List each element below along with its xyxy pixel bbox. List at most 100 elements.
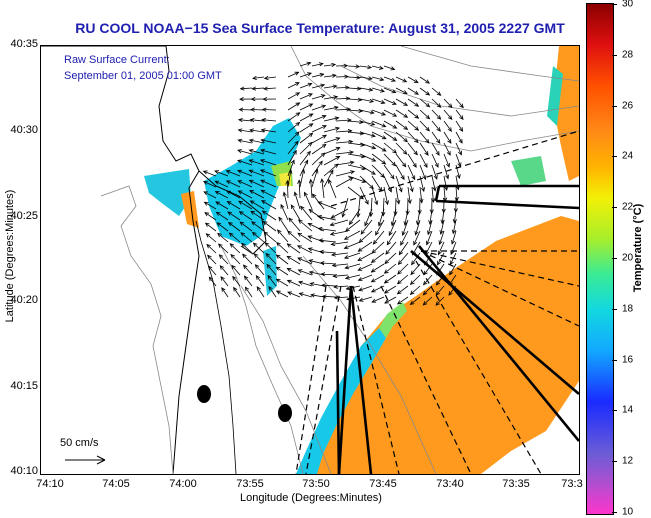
current-vector-head: [403, 221, 408, 227]
current-vector-head: [249, 190, 254, 195]
current-vector-head: [207, 254, 212, 260]
current-vector-head: [348, 177, 354, 182]
current-vector: [364, 208, 373, 226]
current-vector: [344, 241, 361, 249]
current-vector-head: [345, 286, 351, 291]
colorbar-tick: 20: [622, 252, 634, 264]
current-vector-head: [307, 223, 313, 227]
current-vector-head: [261, 117, 267, 123]
current-vector-head: [252, 242, 258, 247]
current-vector-head: [217, 243, 223, 249]
current-vector: [335, 119, 352, 122]
current-vector: [250, 210, 265, 221]
current-vector: [435, 296, 445, 306]
current-vector-head: [266, 263, 271, 269]
current-vector: [407, 131, 419, 143]
current-vector: [335, 97, 350, 100]
current-vector-head: [231, 264, 236, 270]
current-vector-head: [369, 98, 375, 103]
current-vector-head: [320, 272, 326, 277]
current-vector: [439, 230, 445, 245]
current-vector-head: [409, 280, 415, 286]
current-vector-head: [407, 199, 412, 205]
y-tick: 40:25: [10, 210, 38, 222]
current-vector-head: [346, 107, 352, 112]
current-vector: [431, 131, 441, 144]
current-vector-head: [444, 186, 449, 192]
current-vector-head: [330, 241, 336, 247]
current-vector-head: [260, 200, 266, 205]
current-vector-head: [356, 86, 362, 91]
current-vector-head: [350, 170, 356, 175]
current-vector-head: [328, 178, 332, 184]
current-vector-head: [432, 186, 437, 192]
current-vector: [298, 219, 313, 232]
current-vector: [454, 208, 457, 223]
current-vector: [346, 296, 361, 300]
current-vector: [319, 251, 337, 254]
temperature-colorbar: [586, 3, 614, 515]
current-vector-head: [237, 138, 243, 143]
current-vector-head: [390, 66, 396, 71]
current-vector-head: [356, 212, 361, 218]
x-axis-label: Longitude (Degrees:Minutes): [240, 492, 382, 504]
current-vector: [323, 163, 339, 177]
current-vector-head: [391, 77, 396, 82]
current-vector: [455, 153, 461, 167]
current-vector-head: [298, 280, 303, 285]
current-vector: [383, 164, 395, 179]
current-vector-head: [425, 250, 429, 256]
current-vector: [383, 76, 396, 82]
current-vector-head: [370, 288, 376, 293]
current-vector-head: [214, 180, 220, 185]
current-vector: [370, 197, 373, 217]
current-vector: [308, 235, 325, 243]
current-vector-head: [204, 222, 210, 227]
current-vector-head: [261, 210, 267, 215]
current-vector: [299, 72, 312, 78]
current-vector: [261, 129, 277, 133]
current-vector-head: [335, 146, 341, 151]
current-vector-head: [447, 115, 453, 121]
current-vector-head: [435, 291, 440, 296]
current-vector: [413, 230, 421, 246]
current-vector-head: [397, 260, 403, 265]
current-vector: [347, 142, 365, 146]
current-vector: [311, 63, 323, 67]
current-vector: [347, 131, 364, 135]
current-vector: [448, 285, 457, 296]
current-vector: [243, 264, 253, 276]
colorbar-tick-mark: [612, 207, 617, 209]
current-vector: [317, 215, 337, 221]
current-vector-head: [333, 284, 338, 289]
sst-map[interactable]: [40, 45, 580, 475]
current-vector: [455, 142, 462, 155]
current-vector-head: [355, 64, 361, 69]
current-vector-head: [390, 221, 395, 227]
current-vector-head: [445, 174, 450, 180]
current-vector: [383, 98, 397, 105]
current-vector-head: [308, 259, 314, 264]
current-vector-head: [287, 230, 292, 236]
y-tick: 40:35: [10, 38, 38, 50]
current-vector: [287, 92, 300, 100]
current-vector-head: [292, 149, 297, 155]
current-vector-head: [297, 232, 303, 237]
current-vector: [431, 175, 436, 191]
current-vector: [397, 263, 409, 275]
current-vector: [323, 147, 340, 155]
current-vector: [423, 263, 433, 275]
current-vector-head: [263, 75, 269, 81]
current-vector: [299, 169, 305, 188]
current-vector: [436, 274, 445, 286]
current-vector: [443, 142, 451, 156]
current-vector-head: [249, 117, 255, 123]
current-vector: [318, 228, 337, 232]
current-vector-head: [425, 102, 431, 108]
current-vector-head: [307, 82, 313, 87]
current-vector: [417, 208, 421, 225]
current-vector-head: [426, 240, 430, 246]
current-vector: [384, 263, 397, 274]
current-vector-head: [403, 137, 409, 143]
current-vector: [331, 252, 349, 256]
